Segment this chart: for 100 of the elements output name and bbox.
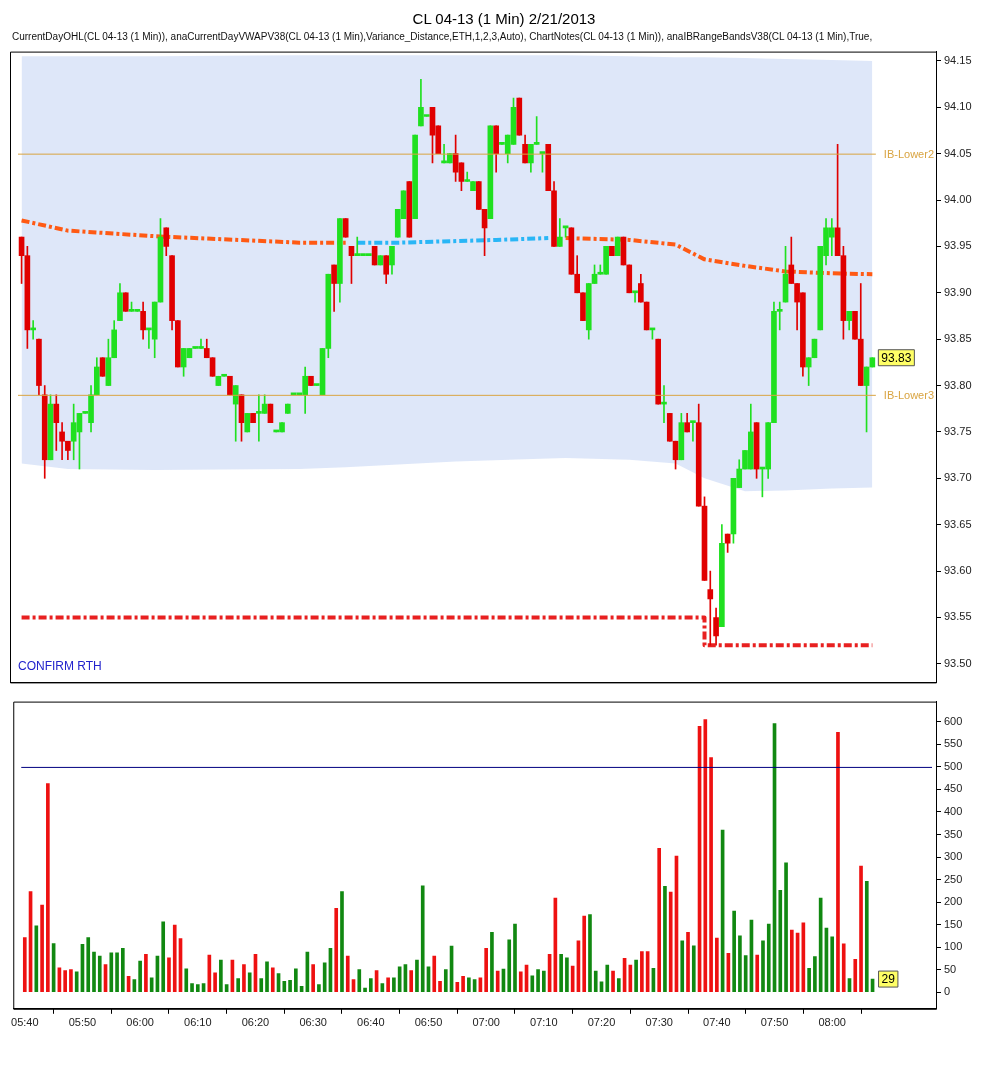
bar [789,929,794,992]
bar [294,968,298,992]
bar [247,972,252,992]
bar [311,964,315,992]
bar [657,848,662,992]
bar [530,975,535,992]
bar [507,939,512,992]
bar [830,936,835,992]
bar [195,984,200,992]
bar [859,865,863,992]
bar [121,948,125,992]
bar [836,731,840,992]
bar [761,940,765,992]
y-tick-label: 93.55 [944,610,972,623]
x-tick-label: 06:10 [184,1016,212,1029]
bar [386,977,390,992]
bar [161,921,166,992]
bar [542,970,546,992]
y-tick-label: 94.10 [944,100,972,113]
bar [242,964,246,992]
bar [518,971,523,992]
bar [484,948,488,992]
bar [455,981,460,992]
bar [668,891,673,992]
bar [69,969,73,992]
bar [167,957,171,992]
bar [755,954,760,992]
bar [605,964,610,992]
y-tick-label: 93.90 [944,285,972,298]
bar [190,983,194,992]
bar [461,976,465,992]
bar [270,967,275,992]
bar [513,923,517,992]
bar [616,978,621,992]
y-tick-label: 600 [944,714,963,727]
y-tick-label: 450 [944,782,963,795]
x-tick-label: 06:50 [414,1016,443,1029]
bar [680,940,685,992]
y-tick-label: 93.60 [944,564,972,577]
y-tick-label: 93.50 [944,656,972,669]
bar [144,953,148,992]
bar [703,719,708,992]
bar [864,881,869,992]
bar [640,951,644,992]
bar [363,987,367,992]
y-tick-label: 93.65 [944,517,972,530]
x-tick-label: 07:00 [472,1016,500,1029]
bar [415,959,419,992]
bar [495,970,500,992]
candlestick [707,570,714,646]
x-tick-label: 07:20 [587,1016,616,1029]
bar [743,955,748,992]
bar [634,959,638,992]
bar [611,970,615,992]
bar [334,908,339,992]
annotation: 29 [881,972,896,987]
y-tick-label: 93.70 [944,471,972,484]
y-tick-label: 93.75 [944,424,972,437]
y-tick-label: 400 [944,804,963,817]
bar [345,955,350,992]
bar [709,757,713,992]
chart-subtitle: CurrentDayOHL(CL 04-13 (1 Min)), anaCurrentDayVWAPV38(CL 04-13 (1 Min),Variance_Distance,ETH,1,2,3,Auto), ChartNotes(CL 04-13 (1 Min)), anaIBRangeBandsV38(CL 04-13 (1 Min),True, [11,31,874,42]
bar [109,952,114,992]
bar [172,924,177,992]
y-tick-label: 50 [944,962,957,975]
bar [443,969,448,992]
y-tick-label: 0 [944,985,951,998]
x-tick-label: 06:20 [241,1016,270,1029]
bar [536,969,540,992]
y-tick-label: 300 [944,850,963,863]
bar [265,961,269,992]
bar [807,967,811,992]
bar [236,978,240,992]
y-tick-label: 93.80 [944,378,972,391]
bar [409,970,414,992]
candlestick [690,420,696,442]
bar [593,970,598,992]
bar [392,977,396,992]
bar [92,951,96,992]
bar [259,978,264,992]
bar [841,943,846,992]
bar [115,952,119,992]
bar [784,862,788,992]
bar [340,891,344,992]
bar [282,980,287,992]
bar [213,972,217,992]
bar [322,962,327,992]
y-tick-label: 550 [944,737,963,750]
bar [368,978,373,992]
bar [565,957,569,992]
bar [686,931,690,992]
bar [691,945,696,992]
bar [490,931,494,992]
y-tick-label: 250 [944,872,963,885]
bar [288,980,292,992]
bar [438,980,442,992]
chart-title: CL 04-13 (1 Min) 2/21/2013 [411,9,597,29]
bar [588,914,592,992]
bar [317,984,321,992]
bar [467,977,471,992]
